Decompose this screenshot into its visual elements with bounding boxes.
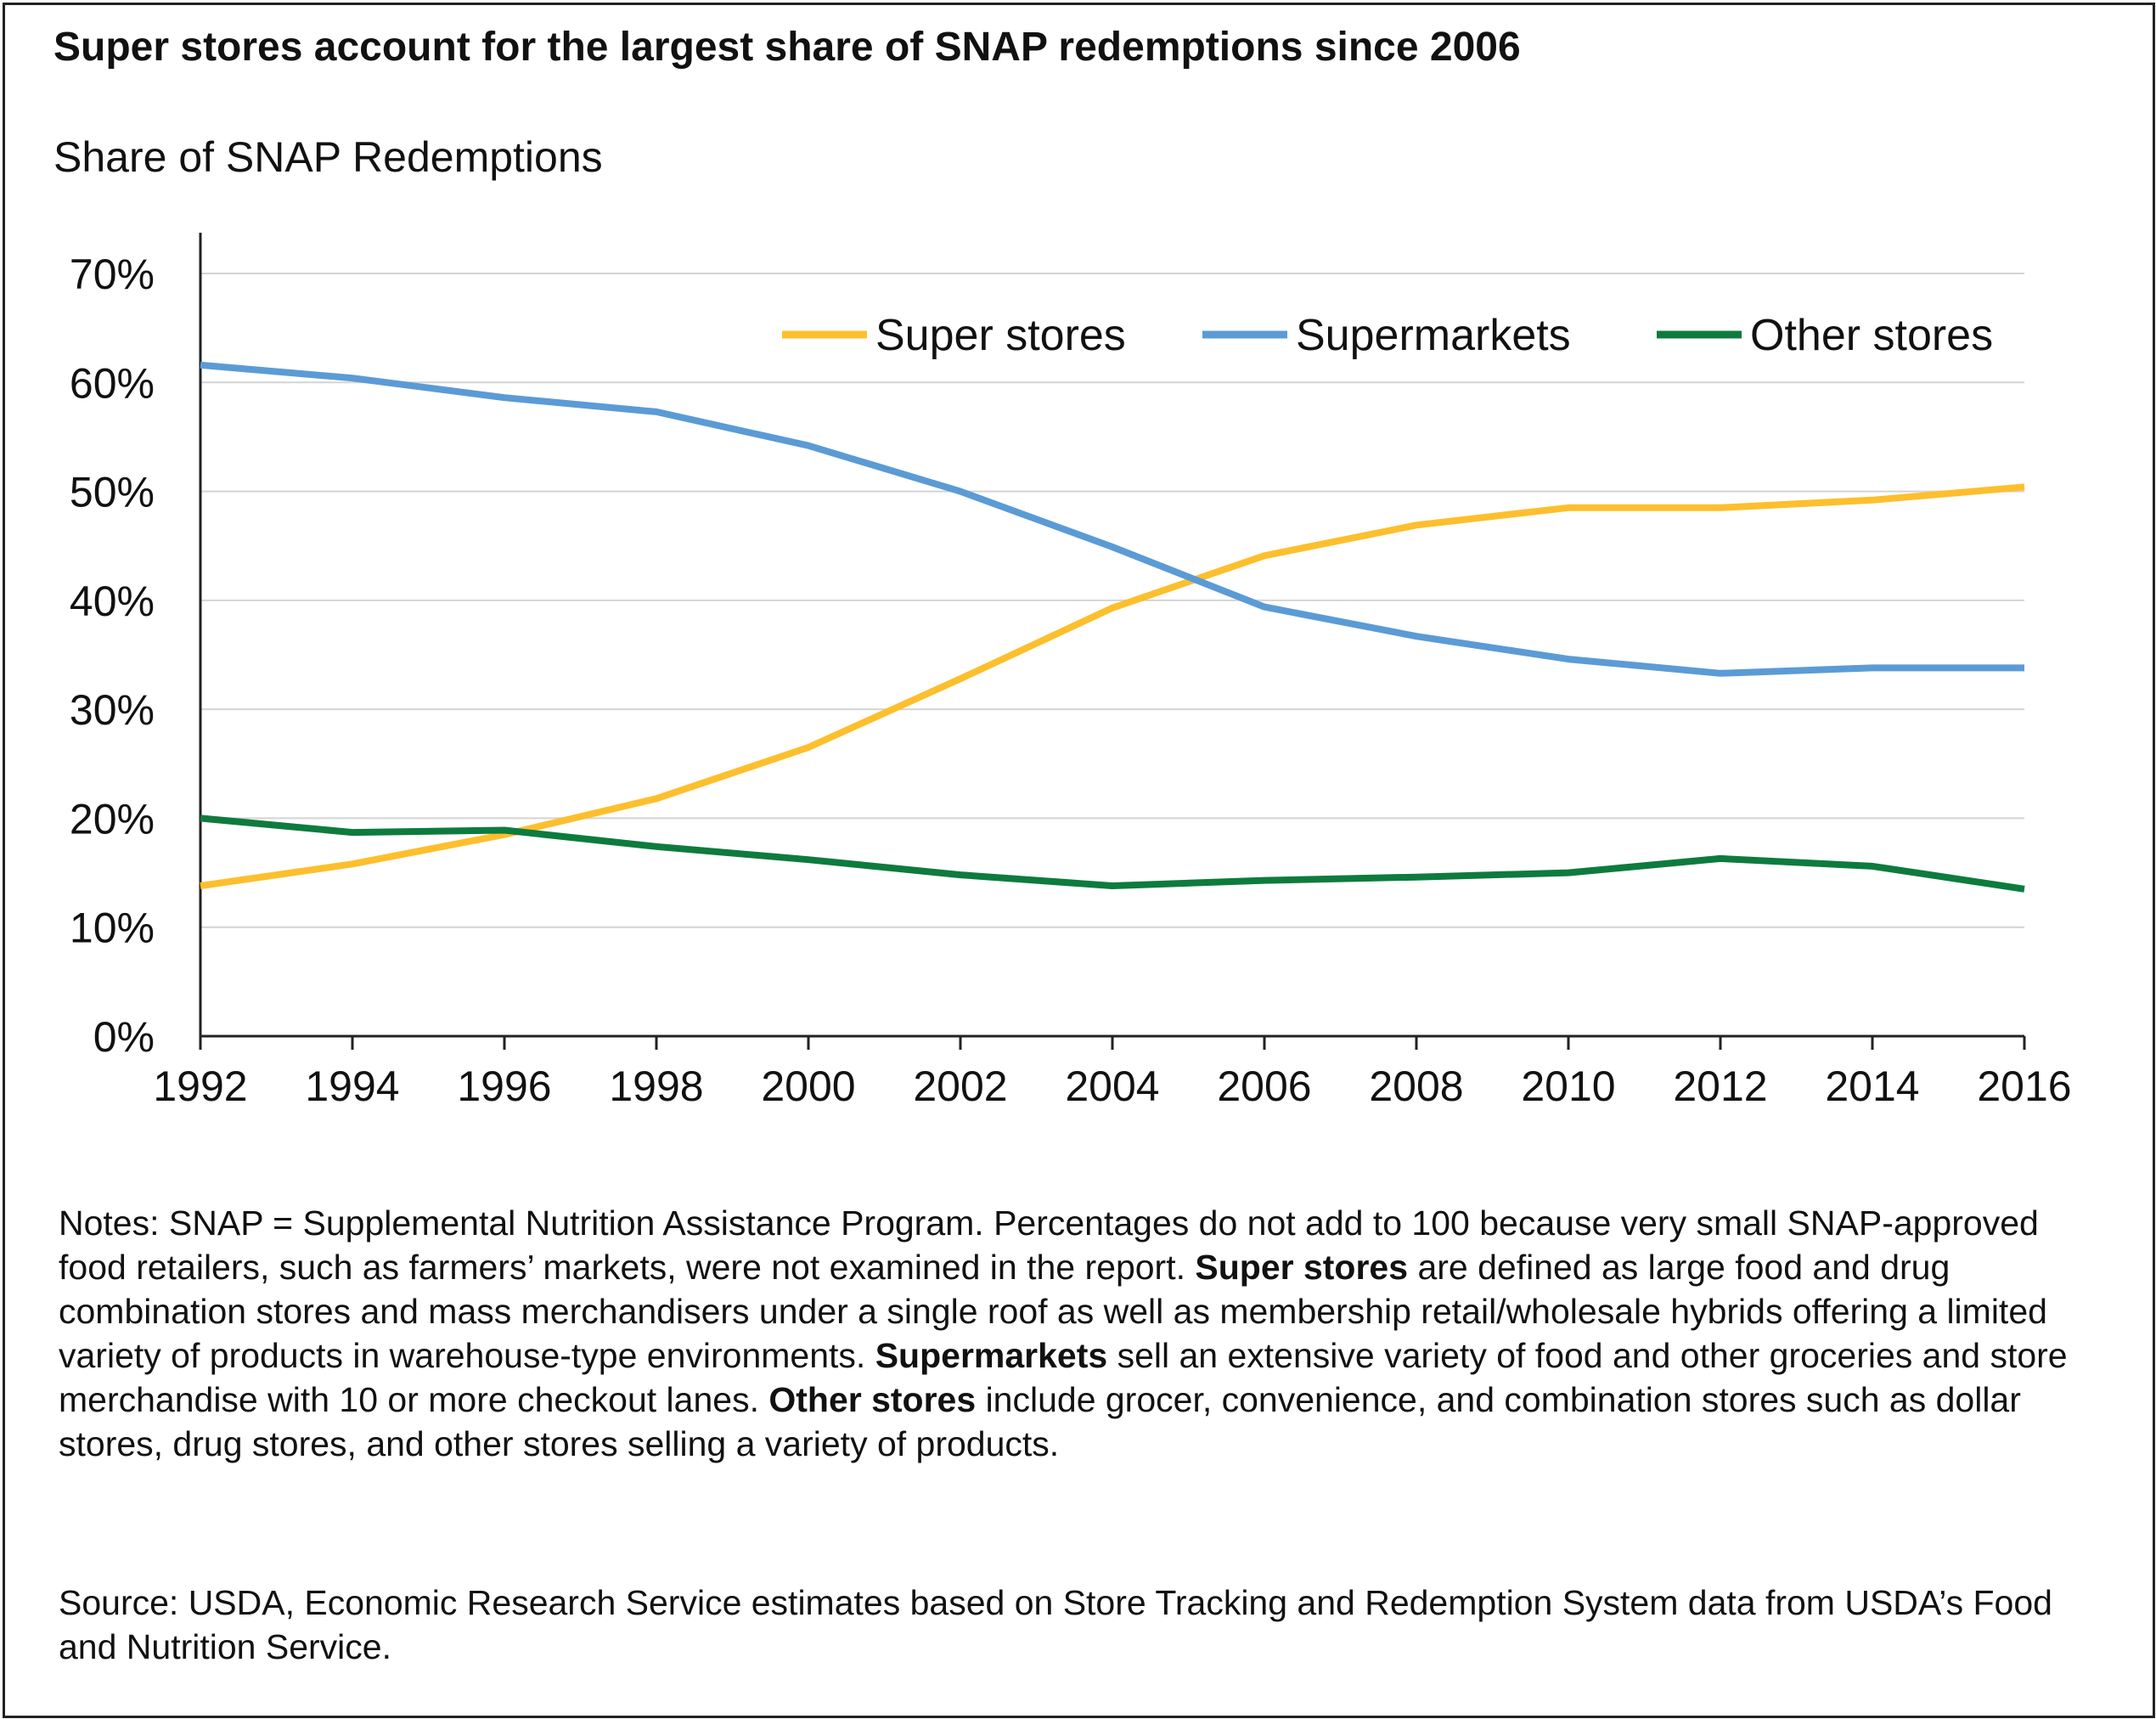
y-tick-label: 50%	[70, 469, 155, 516]
legend-label-other-stores: Other stores	[1750, 311, 1993, 360]
x-tick-label: 2000	[761, 1062, 855, 1110]
y-tick-label: 40%	[70, 578, 155, 625]
line-chart: 0% 10% 20% 30% 40% 50% 60% 70% 1992 1994 1996 1998…	[70, 233, 2072, 1110]
x-tick-label: 1998	[609, 1062, 703, 1110]
legend: Super stores Supermarkets Other stores	[782, 311, 1993, 360]
chart-notes: Notes: SNAP = Supplemental Nutrition Ass…	[59, 1201, 2097, 1466]
y-tick-label: 0%	[93, 1013, 155, 1061]
series-line-supermarkets	[200, 361, 2024, 677]
chart-title: Super stores account for the largest sha…	[53, 25, 1521, 70]
x-tick-label: 1996	[457, 1062, 551, 1110]
chart-source: Source: USDA, Economic Research Service …	[59, 1583, 2052, 1666]
x-tick-label: 2014	[1825, 1062, 1919, 1110]
y-tick-label: 30%	[70, 686, 155, 734]
x-tick-labels: 1992 1994 1996 1998 2000 2002 2004 2006 2008 2010…	[153, 1062, 2071, 1110]
y-tick-label: 20%	[70, 795, 155, 843]
legend-label-super-stores: Super stores	[875, 311, 1126, 360]
notes-term-other-stores: Other stores	[768, 1380, 977, 1419]
x-tick-label: 1992	[153, 1062, 247, 1110]
chart-frame: Super stores account for the largest sha…	[3, 3, 2155, 1718]
x-tick-label: 2010	[1521, 1062, 1615, 1110]
x-tick-label: 2012	[1673, 1062, 1767, 1110]
notes-term-super-stores: Super stores	[1195, 1248, 1409, 1287]
x-tick-label: 2008	[1369, 1062, 1463, 1110]
y-tick-label: 10%	[70, 905, 155, 952]
legend-label-supermarkets: Supermarkets	[1296, 311, 1571, 360]
notes-text-1: Notes: SNAP = Supplemental Nutrition Ass…	[59, 1203, 2039, 1287]
notes-text-4: include grocer, convenience, and combina…	[59, 1380, 2021, 1463]
y-tick-label: 60%	[70, 359, 155, 407]
x-tick-label: 2006	[1217, 1062, 1311, 1110]
x-tick-label: 2016	[1977, 1062, 2071, 1110]
y-tick-labels: 0% 10% 20% 30% 40% 50% 60% 70%	[70, 251, 155, 1061]
series-line-other-stores	[200, 814, 2025, 893]
y-axis-label: Share of SNAP Redemptions	[53, 133, 603, 181]
x-tick-label: 2002	[913, 1062, 1007, 1110]
x-tick-label: 2004	[1065, 1062, 1159, 1110]
gridlines	[200, 273, 2024, 928]
notes-text-3: sell an extensive variety of food and ot…	[59, 1336, 2068, 1419]
notes-term-supermarkets: Supermarkets	[875, 1336, 1108, 1375]
x-tick-label: 1994	[305, 1062, 399, 1110]
notes-text-2: are defined as large food and drug combi…	[59, 1248, 2047, 1375]
y-tick-label: 70%	[70, 251, 155, 298]
series-line-super-stores	[200, 483, 2025, 889]
series-lines	[200, 361, 2025, 893]
